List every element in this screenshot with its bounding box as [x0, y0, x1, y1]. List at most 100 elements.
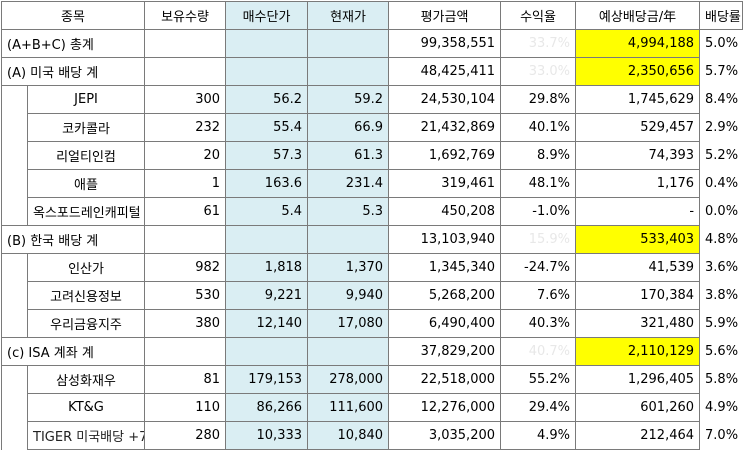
value-cell: 3,035,200 [388, 421, 502, 450]
dividend-cell: 4,994,188 [575, 29, 701, 58]
dividend-cell: 2,110,129 [575, 337, 701, 366]
header-return: 수익율 [500, 1, 577, 30]
current-price-cell: 17,080 [307, 309, 390, 338]
yield-cell: 0.0% [705, 204, 739, 219]
table-row: 코카콜라 232 55.4 66.9 21,432,869 40.1% 529,457 2.9… [1, 113, 743, 142]
current-price-cell: 9,940 [307, 281, 390, 310]
quantity-cell: 1 [144, 169, 227, 198]
table-row: TIGER 미국배당 +7%프리미엄 다우존스28010,33310,8403,… [1, 421, 743, 450]
stock-name: TIGER 미국배당 +7%프리미엄 다우존스 [26, 421, 146, 450]
table-body: (A+B+C) 총계 99,358,551 33.7% 4,994,188 5.0% (A… [0, 29, 743, 450]
header-stock: 종목 [0, 1, 146, 30]
header-value: 평가금액 [388, 1, 502, 30]
return-cell: 33.7% [500, 29, 577, 58]
quantity-cell: 232 [144, 113, 227, 142]
yield-cell: 3.8% [705, 288, 739, 303]
stock-name: 인산가 [26, 253, 146, 282]
yield-cell: 4.8% [705, 232, 739, 247]
indent-spacer [1, 141, 28, 170]
total-label: (A+B+C) 총계 [0, 29, 146, 58]
current-price-cell: 61.3 [307, 141, 390, 170]
current-price-cell: 5.3 [307, 197, 390, 226]
yield-cell: 5.6% [705, 344, 739, 359]
dividend-cell: - [575, 197, 701, 226]
quantity-cell [144, 57, 227, 86]
current-price-cell: 59.2 [307, 85, 390, 114]
buy-price-cell: 1,818 [225, 253, 309, 282]
buy-price-cell: 12,140 [225, 309, 309, 338]
stock-name: KT&G [26, 393, 146, 422]
return-cell: 40.1% [500, 113, 577, 142]
quantity-cell: 280 [144, 421, 227, 450]
yield-cell: 5.9% [705, 316, 739, 331]
current-price-cell: 66.9 [307, 113, 390, 142]
current-price-cell [307, 57, 390, 86]
indent-spacer [1, 309, 28, 338]
dividend-cell: 170,384 [575, 281, 701, 310]
header-row: 종목 보유수량 매수단가 현재가 평가금액 수익율 예상배당금/年 배당률 [0, 1, 743, 30]
value-cell: 12,276,000 [388, 393, 502, 422]
buy-price-cell: 10,333 [225, 421, 309, 450]
buy-price-cell: 55.4 [225, 113, 309, 142]
dividend-cell: 533,403 [575, 225, 701, 254]
return-cell: 29.4% [500, 393, 577, 422]
quantity-cell: 110 [144, 393, 227, 422]
table-row: JEPI 300 56.2 59.2 24,530,104 29.8% 1,745,629 8… [1, 85, 743, 114]
return-cell: 7.6% [500, 281, 577, 310]
dividend-cell: 601,260 [575, 393, 701, 422]
value-cell: 99,358,551 [388, 29, 502, 58]
dividend-cell: 2,350,656 [575, 57, 701, 86]
yield-cell: 7.0% [705, 428, 739, 443]
quantity-cell: 982 [144, 253, 227, 282]
value-cell: 13,103,940 [388, 225, 502, 254]
buy-price-cell: 163.6 [225, 169, 309, 198]
return-cell: 40.7% [500, 337, 577, 366]
buy-price-cell: 86,266 [225, 393, 309, 422]
return-cell: -24.7% [500, 253, 577, 282]
current-price-cell [307, 337, 390, 366]
indent-spacer [1, 253, 28, 282]
table-row: 인산가 982 1,818 1,370 1,345,340 -24.7% 41,539 3.6… [1, 253, 743, 282]
current-price-cell: 278,000 [307, 365, 390, 394]
portfolio-table: 종목 보유수량 매수단가 현재가 평가금액 수익율 예상배당금/年 배당률 (A… [0, 1, 743, 450]
table-row: 삼성화재우 81 179,153 278,000 22,518,000 55.2% 1,29… [1, 365, 743, 394]
buy-price-cell: 9,221 [225, 281, 309, 310]
quantity-cell: 20 [144, 141, 227, 170]
yield-cell: 0.4% [705, 176, 739, 191]
indent-spacer [1, 365, 28, 394]
header-buy-price: 매수단가 [225, 1, 309, 30]
group-row: (c) ISA 계좌 계 37,829,200 40.7% 2,110,129 5.6% [0, 337, 743, 366]
quantity-cell [144, 337, 227, 366]
value-cell: 24,530,104 [388, 85, 502, 114]
header-dividend: 예상배당금/年 [575, 1, 701, 30]
indent-spacer [1, 169, 28, 198]
yield-cell: 8.4% [705, 92, 739, 107]
yield-cell: 4.9% [705, 400, 739, 415]
current-price-cell: 10,840 [307, 421, 390, 450]
table-row: 고려신용정보 530 9,221 9,940 5,268,200 7.6% 170,384 3… [1, 281, 743, 310]
value-cell: 450,208 [388, 197, 502, 226]
buy-price-cell: 56.2 [225, 85, 309, 114]
dividend-cell: 41,539 [575, 253, 701, 282]
return-cell: 40.3% [500, 309, 577, 338]
value-cell: 6,490,400 [388, 309, 502, 338]
yield-cell: 2.9% [705, 120, 739, 135]
indent-spacer [1, 393, 28, 422]
group-label: (B) 한국 배당 계 [0, 225, 146, 254]
buy-price-cell [225, 29, 309, 58]
value-cell: 21,432,869 [388, 113, 502, 142]
buy-price-cell: 5.4 [225, 197, 309, 226]
current-price-cell [307, 29, 390, 58]
table-row: 옥스포드레인캐피털 61 5.4 5.3 450,208 -1.0% -0.0% [1, 197, 743, 226]
dividend-cell: 74,393 [575, 141, 701, 170]
indent-spacer [1, 113, 28, 142]
indent-spacer [1, 85, 28, 114]
stock-name: 코카콜라 [26, 113, 146, 142]
value-cell: 22,518,000 [388, 365, 502, 394]
buy-price-cell: 57.3 [225, 141, 309, 170]
current-price-cell: 1,370 [307, 253, 390, 282]
value-cell: 5,268,200 [388, 281, 502, 310]
yield-cell: 5.0% [705, 36, 739, 52]
value-cell: 48,425,411 [388, 57, 502, 86]
quantity-cell [144, 29, 227, 58]
